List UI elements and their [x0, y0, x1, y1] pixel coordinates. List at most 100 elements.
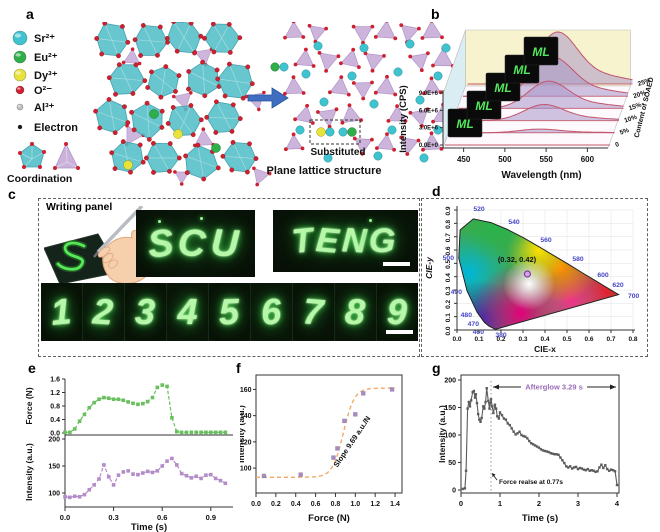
- panel-g-label: g: [432, 360, 441, 376]
- intensity-series: [63, 456, 228, 500]
- panel-d-label: d: [432, 183, 441, 199]
- legend-item-al: Al³⁺: [16, 102, 55, 114]
- coordination-icons: [18, 142, 80, 170]
- stylus-icon: [96, 206, 144, 254]
- digit-cell-1: 1: [41, 283, 83, 341]
- glow-char: E: [314, 220, 344, 262]
- x-tick: 1: [498, 499, 502, 508]
- legend-label-dy: Dy³⁺: [34, 70, 58, 82]
- intensity-tick: 100: [48, 491, 60, 498]
- x-tick: 450: [457, 155, 471, 164]
- depth-tick: 20%: [632, 89, 647, 100]
- y-tick: 0.7: [445, 233, 452, 242]
- photo-speck: [158, 220, 161, 223]
- ml-text: ML: [494, 81, 511, 95]
- wavelength-label: 580: [572, 256, 584, 263]
- x-tick: 0.7: [606, 336, 615, 343]
- glow-digit: 5: [218, 290, 241, 333]
- x-tick: 0.2: [271, 501, 281, 508]
- force-tick: 1.2: [50, 390, 60, 397]
- panel-a-label: a: [26, 6, 34, 22]
- x-tick: 500: [498, 155, 512, 164]
- y-tick: 0.0E+0: [419, 143, 439, 149]
- digit-cell-7: 7: [293, 283, 335, 341]
- substituted-label: Substituted: [311, 147, 366, 158]
- x-tick: 2: [537, 499, 541, 508]
- legend-item-sr: Sr²⁺: [12, 30, 55, 46]
- photo-speck: [369, 219, 372, 222]
- x-tick: 0.5: [562, 336, 571, 343]
- x-axis-label: Time (s): [131, 522, 167, 532]
- x-tick: 0.4: [540, 336, 549, 343]
- y-tick: 0: [452, 488, 456, 495]
- force-tick: 0.8: [50, 404, 60, 411]
- glow-digit: 6: [260, 290, 283, 333]
- glow-char: N: [340, 221, 371, 261]
- x-tick: 0.3: [108, 513, 118, 522]
- glow-digit: 1: [49, 290, 74, 333]
- digit-cell-8: 8: [335, 283, 377, 341]
- legend-label-sr: Sr²⁺: [34, 33, 55, 45]
- x-tick: 550: [539, 155, 553, 164]
- legend-label-al: Al³⁺: [34, 102, 55, 114]
- cie-point-label: (0.32, 0.42): [498, 255, 537, 264]
- glow-word-teng: TENG: [290, 220, 399, 262]
- ml-text: ML: [456, 117, 473, 131]
- afterglow-annotation: Afterglow 3.29 s: [493, 383, 616, 392]
- x-tick: 0.6: [311, 501, 321, 508]
- glow-word-scu: SCU: [145, 221, 245, 266]
- sigmoid-fit: [256, 387, 395, 478]
- glow-letter-s: [56, 241, 86, 271]
- digit-cell-3: 3: [125, 283, 167, 341]
- panel-g-afterglow-chart: 0 1 2 3 4 0 50 100 150 200 Afterglow 3.29 s Force r…: [437, 374, 620, 524]
- intensity-tick: 200: [48, 437, 60, 444]
- y-tick: 120: [240, 439, 252, 446]
- x-tick: 4: [615, 499, 620, 508]
- digit-cell-6: 6: [251, 283, 293, 341]
- coordination-label: Coordination: [7, 173, 72, 185]
- legend-item-eu: Eu²⁺: [13, 50, 58, 64]
- crystal-cluster: [93, 22, 272, 187]
- y-tick: 0.3: [445, 286, 452, 295]
- x-tick: 0.6: [157, 513, 167, 522]
- glow-char: S: [145, 221, 181, 266]
- y-tick: 6.0E+6: [419, 108, 439, 114]
- y-axis-label: Intensity (a.u.): [240, 405, 246, 463]
- cie-point: [523, 270, 532, 278]
- plane-lattice-caption: Plane lattice structure: [267, 165, 382, 177]
- glow-digit: 4: [177, 291, 198, 332]
- legend-label-electron: Electron: [34, 122, 78, 134]
- photo-teng: TENG: [273, 210, 418, 272]
- panel-f-intensity-vs-force-chart: 0.0 0.2 0.4 0.6 0.8 1.0 1.2 1.4 100 120 140 160 Slop…: [240, 374, 403, 524]
- legend-item-o: O²⁻: [15, 85, 52, 97]
- x-tick: 0.2: [496, 336, 505, 343]
- y-tick: 0.8: [445, 219, 452, 228]
- wavelength-label: 620: [612, 282, 624, 289]
- digit-cell-4: 4: [167, 283, 209, 341]
- glow-digit: 8: [344, 290, 367, 333]
- transition-arrow-icon: [247, 87, 289, 109]
- panel-d-dashed-box: [421, 198, 648, 357]
- glow-digit: 7: [301, 290, 326, 333]
- depth-tick: 0: [614, 141, 620, 149]
- force-tick: 0.0: [50, 431, 60, 438]
- y-tick: 0.6: [445, 246, 452, 255]
- wavelength-label: 600: [597, 272, 609, 279]
- wavelength-label: 500: [443, 255, 455, 262]
- panel-a-crystal-structure: Sr²⁺ Eu²⁺ Dy³⁺ O²⁻ Al³⁺ Electron Coordination S…: [7, 22, 455, 187]
- panel-b-label: b: [431, 6, 440, 22]
- wavelength-label: 470: [468, 321, 480, 328]
- writing-panel-label: Writing panel: [46, 201, 113, 213]
- force-series: [63, 383, 228, 435]
- legend-label-o: O²⁻: [34, 85, 52, 97]
- y-axis-label: CIE-y: [424, 256, 434, 279]
- glow-char: U: [209, 221, 245, 266]
- glow-digit: 2: [92, 290, 115, 333]
- y-axis-label: Intensity (a.u.): [437, 405, 447, 463]
- x-tick: 3: [576, 499, 580, 508]
- panel-f-content: 0.0 0.2 0.4 0.6 0.8 1.0 1.2 1.4 100 120 140 160 Slop…: [240, 374, 403, 524]
- x-tick: 0.3: [518, 336, 527, 343]
- wavelength-label: 460: [473, 329, 485, 336]
- x-axis-label: Force (N): [308, 513, 350, 524]
